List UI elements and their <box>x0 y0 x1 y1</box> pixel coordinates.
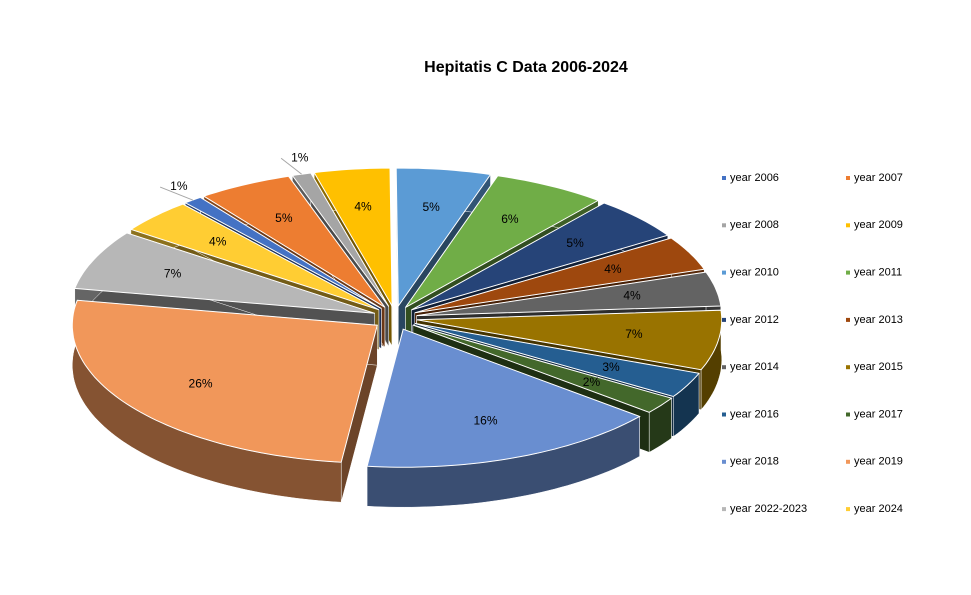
slice <box>395 167 492 308</box>
legend-label: year 2019 <box>854 456 903 468</box>
legend-swatch <box>722 459 726 464</box>
legend-swatch <box>846 176 850 180</box>
data-label: 5% <box>275 211 293 225</box>
legend-label: year 2011 <box>854 267 902 279</box>
legend-swatch <box>722 507 726 512</box>
legend-swatch <box>846 223 850 228</box>
slice <box>71 299 378 463</box>
legend-label: year 2024 <box>854 503 903 515</box>
legend-swatch <box>846 270 850 275</box>
legend-swatch <box>846 459 850 464</box>
slice <box>313 167 393 308</box>
slice <box>71 299 378 503</box>
legend-swatch <box>722 270 726 275</box>
slice <box>416 309 723 371</box>
slice <box>184 196 382 309</box>
data-label: 4% <box>604 262 622 276</box>
leader-line <box>159 186 193 201</box>
legend-swatch <box>722 176 726 180</box>
legend-swatch <box>722 317 726 322</box>
data-label: 2% <box>583 375 601 389</box>
legend-label: year 2006 <box>730 172 779 184</box>
legend-label: year 2018 <box>730 456 779 468</box>
legend-label: year 2016 <box>730 408 779 420</box>
legend-label: year 2007 <box>854 172 903 184</box>
data-label: 4% <box>623 289 641 303</box>
legend-label: year 2010 <box>730 267 779 279</box>
legend-swatch <box>722 223 726 228</box>
legend-label: year 2008 <box>730 219 779 231</box>
slice <box>414 322 700 398</box>
slice <box>414 237 706 314</box>
legend-label: year 2012 <box>730 314 779 326</box>
legend-swatch <box>846 507 850 512</box>
slice <box>202 175 386 308</box>
legend-swatch <box>846 412 850 417</box>
legend-label: year 2009 <box>854 219 903 231</box>
legend-label: year 2022-2023 <box>730 503 807 515</box>
slice <box>416 271 722 317</box>
slice <box>366 328 641 508</box>
data-label: 1% <box>291 150 309 164</box>
slice <box>405 175 600 308</box>
data-label: 4% <box>354 200 372 214</box>
legend-swatch <box>846 365 850 370</box>
slice <box>411 202 669 311</box>
data-label: 7% <box>625 327 643 341</box>
legend-label: year 2013 <box>854 314 903 326</box>
legend-label: year 2015 <box>854 361 903 373</box>
data-label: 6% <box>501 212 519 226</box>
leader-line <box>280 157 302 175</box>
data-label: 3% <box>602 360 620 374</box>
data-label: 16% <box>473 414 497 428</box>
legend-swatch <box>722 365 726 370</box>
legend-label: year 2014 <box>730 361 779 373</box>
legend-label: year 2017 <box>854 408 903 420</box>
data-label: 5% <box>566 236 584 250</box>
slice <box>129 203 380 311</box>
slice <box>366 328 641 468</box>
slice <box>74 232 375 314</box>
data-label: 1% <box>170 179 188 193</box>
data-label: 7% <box>164 267 182 281</box>
legend-swatch <box>722 412 726 417</box>
legend-swatch <box>846 317 850 322</box>
slice <box>291 172 390 307</box>
chart-title: Hepitatis C Data 2006-2024 <box>424 59 628 76</box>
data-label: 5% <box>422 200 440 214</box>
slice <box>412 324 673 413</box>
data-label: 26% <box>189 376 213 390</box>
data-label: 4% <box>209 234 227 248</box>
